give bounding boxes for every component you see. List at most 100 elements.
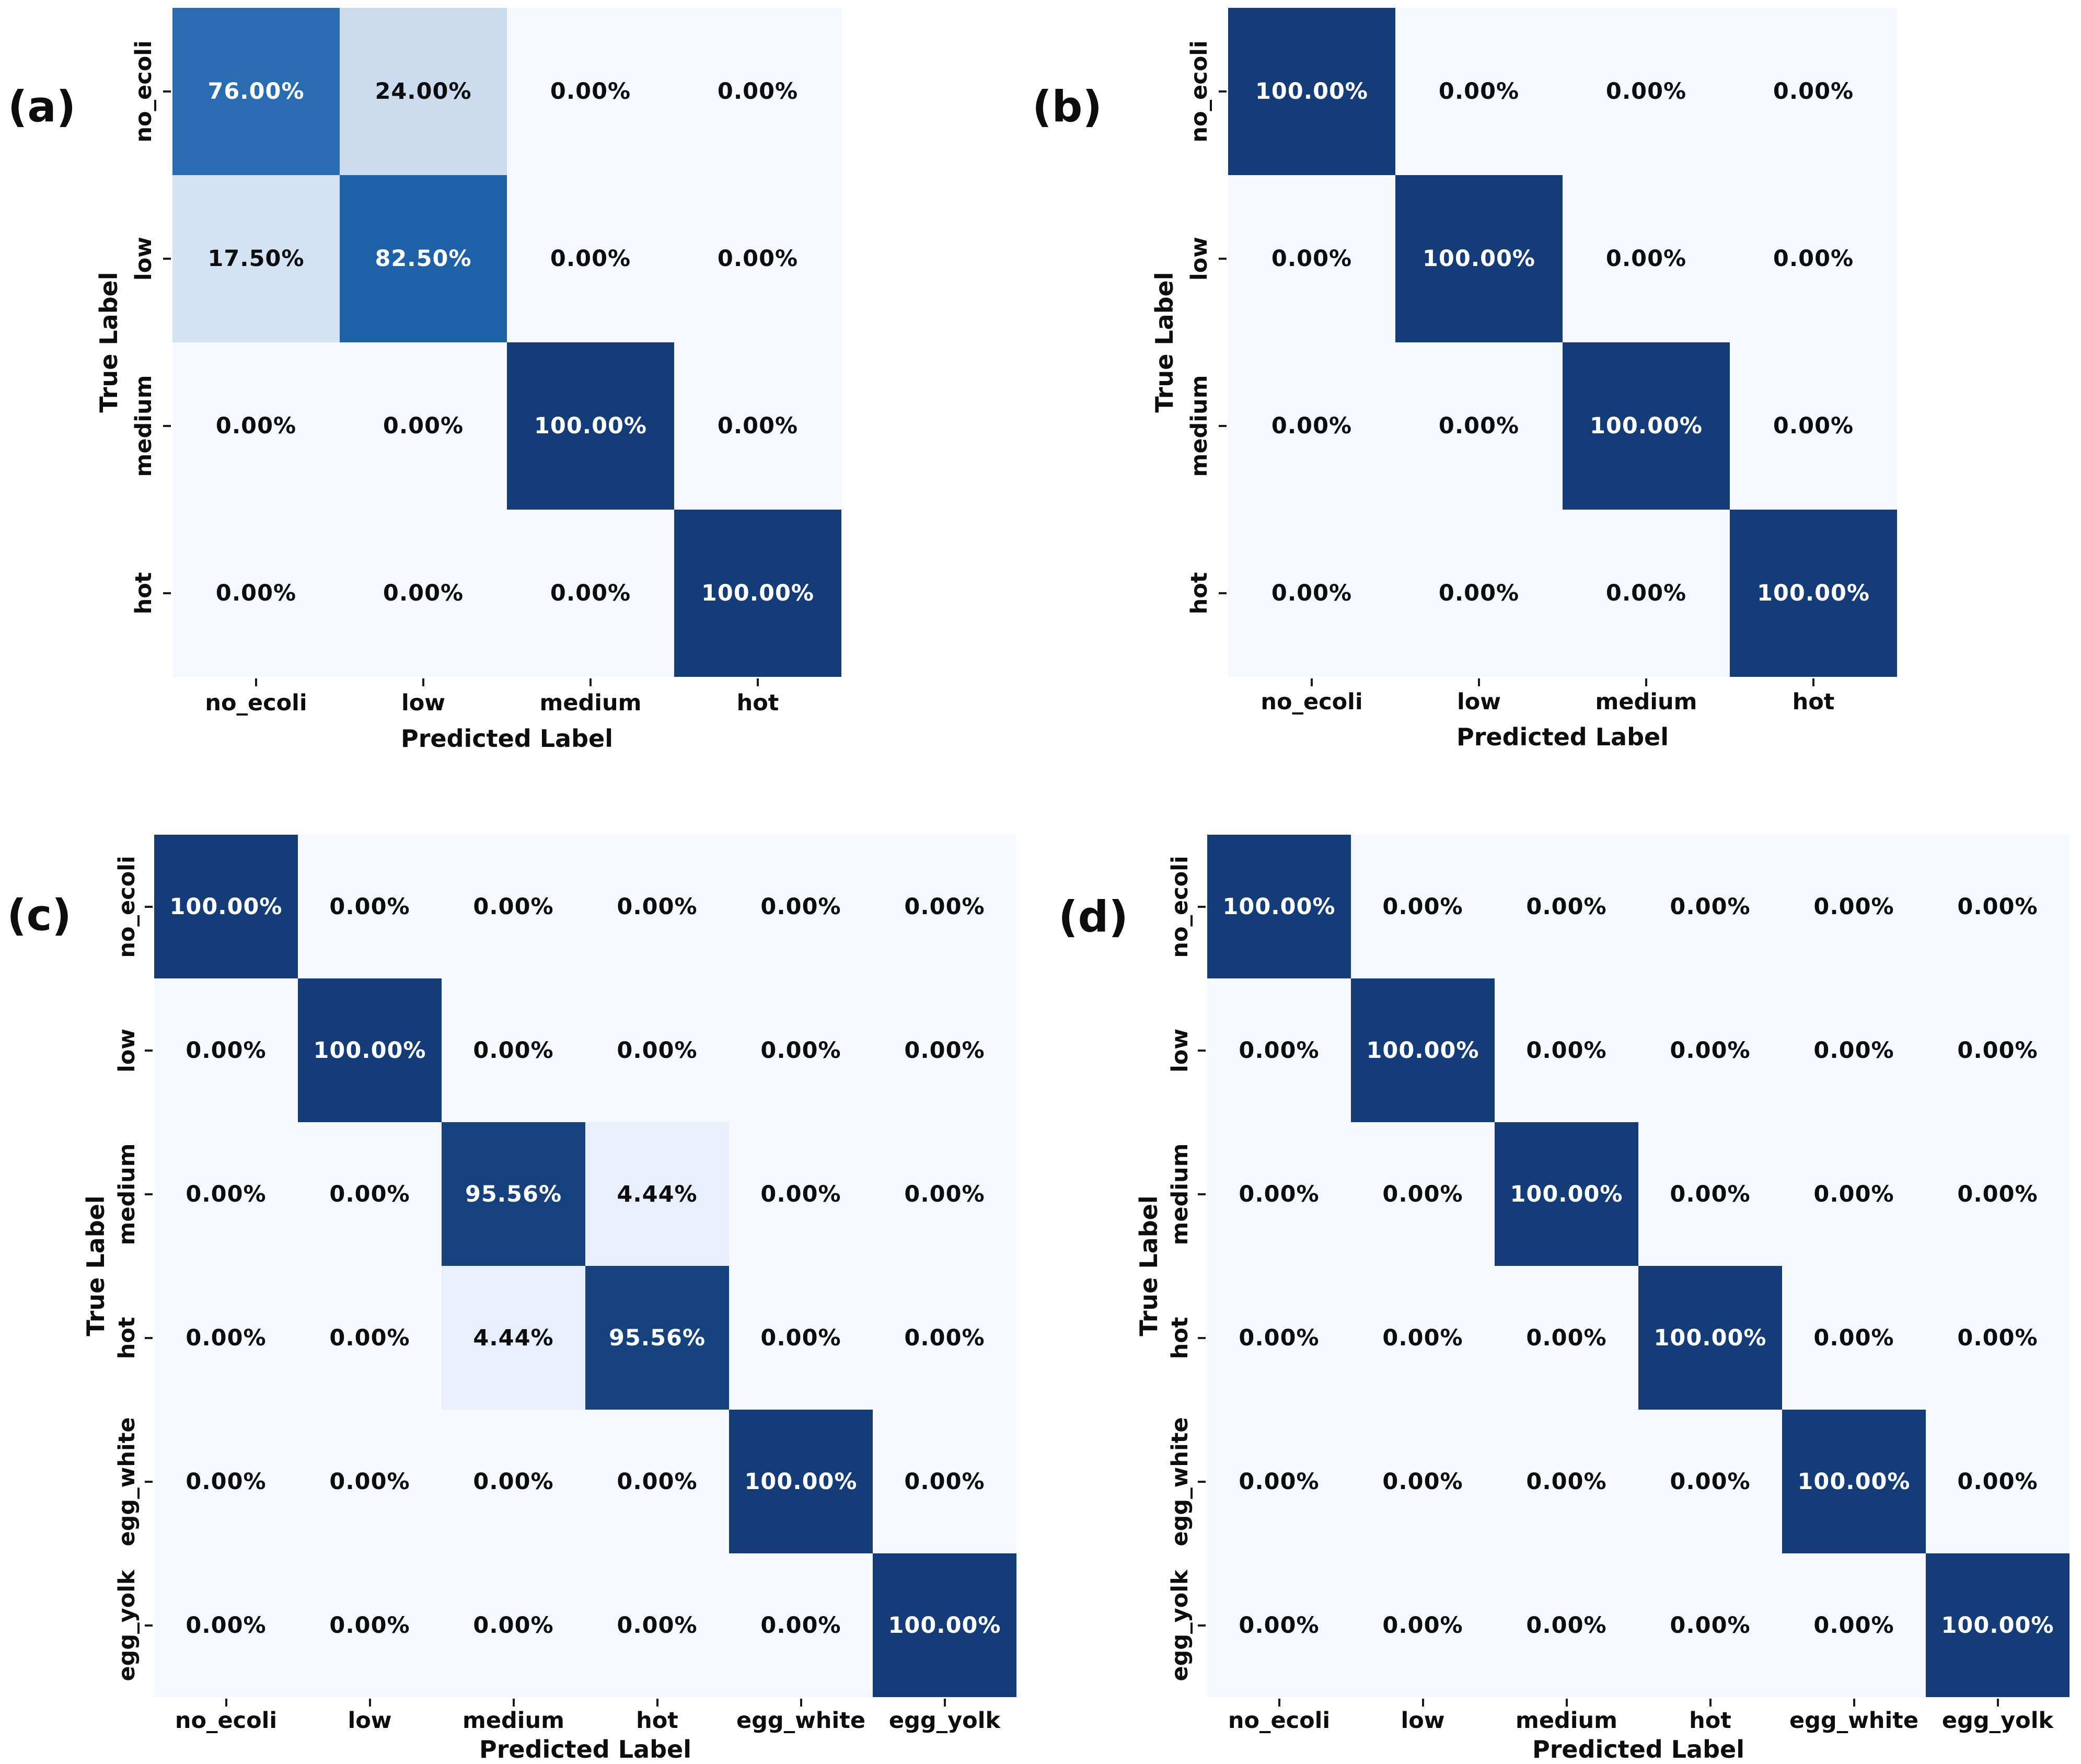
y-tick-d	[1198, 905, 1206, 908]
panel-letter-a: (a)	[7, 82, 76, 132]
matrix-cell-a-low-hot: 0.00%	[674, 175, 841, 342]
matrix-cell-c-no_ecoli-egg_yolk: 0.00%	[873, 835, 1016, 978]
matrix-cell-b-hot-medium: 0.00%	[1563, 510, 1730, 677]
matrix-cell-a-no_ecoli-no_ecoli: 76.00%	[172, 8, 340, 175]
matrix-cell-c-egg_white-low: 0.00%	[298, 1410, 442, 1553]
matrix-cell-c-low-no_ecoli: 0.00%	[154, 978, 298, 1122]
x-tick-c	[656, 1699, 658, 1707]
y-tick-c	[145, 1193, 153, 1195]
matrix-cell-a-medium-medium: 100.00%	[507, 342, 674, 510]
y-tick-label-b-no_ecoli: no_ecoli	[1186, 40, 1212, 143]
x-tick-label-c-hot: hot	[636, 1708, 678, 1734]
matrix-cell-c-medium-egg_white: 0.00%	[729, 1122, 873, 1266]
matrix-cell-c-no_ecoli-egg_white: 0.00%	[729, 835, 873, 978]
y-tick-d	[1198, 1624, 1206, 1627]
x-tick-label-a-medium: medium	[539, 690, 642, 716]
y-tick-label-a-medium: medium	[131, 375, 157, 477]
y-tick-label-b-hot: hot	[1186, 572, 1212, 615]
y-tick-d	[1198, 1480, 1206, 1483]
y-tick-b	[1219, 90, 1227, 93]
x-tick-label-a-no_ecoli: no_ecoli	[205, 690, 307, 716]
x-tick-a	[422, 678, 424, 686]
matrix-cell-d-hot-egg_white: 0.00%	[1782, 1266, 1926, 1410]
y-tick-label-b-medium: medium	[1186, 375, 1212, 477]
matrix-cell-d-hot-hot: 100.00%	[1638, 1266, 1782, 1410]
matrix-cell-d-hot-low: 0.00%	[1351, 1266, 1495, 1410]
matrix-cell-c-egg_yolk-low: 0.00%	[298, 1553, 442, 1697]
matrix-cell-d-egg_white-low: 0.00%	[1351, 1410, 1495, 1553]
x-tick-c	[512, 1699, 515, 1707]
matrix-cell-d-low-no_ecoli: 0.00%	[1207, 978, 1351, 1122]
matrix-cell-b-low-low: 100.00%	[1395, 175, 1563, 342]
x-tick-c	[943, 1699, 946, 1707]
x-tick-label-d-hot: hot	[1689, 1708, 1731, 1734]
matrix-cell-d-hot-no_ecoli: 0.00%	[1207, 1266, 1351, 1410]
matrix-cell-c-egg_yolk-medium: 0.00%	[442, 1553, 585, 1697]
panel-letter-c: (c)	[7, 891, 72, 941]
matrix-cell-d-medium-egg_white: 0.00%	[1782, 1122, 1926, 1266]
x-tick-a	[255, 678, 257, 686]
matrix-cell-c-egg_white-egg_yolk: 0.00%	[873, 1410, 1016, 1553]
matrix-cell-d-no_ecoli-no_ecoli: 100.00%	[1207, 835, 1351, 978]
y-tick-c	[145, 905, 153, 908]
matrix-cell-c-hot-egg_white: 0.00%	[729, 1266, 873, 1410]
matrix-cell-d-egg_yolk-low: 0.00%	[1351, 1553, 1495, 1697]
y-tick-b	[1219, 258, 1227, 260]
matrix-cell-d-egg_yolk-egg_yolk: 100.00%	[1926, 1553, 2070, 1697]
matrix-cell-b-no_ecoli-hot: 0.00%	[1730, 8, 1897, 175]
y-tick-d	[1198, 1193, 1206, 1195]
matrix-cell-c-low-hot: 0.00%	[585, 978, 729, 1122]
matrix-cell-a-no_ecoli-medium: 0.00%	[507, 8, 674, 175]
y-tick-b	[1219, 425, 1227, 427]
matrix-cell-b-no_ecoli-medium: 0.00%	[1563, 8, 1730, 175]
y-tick-b	[1219, 592, 1227, 594]
matrix-cell-c-hot-low: 0.00%	[298, 1266, 442, 1410]
matrix-cell-c-no_ecoli-low: 0.00%	[298, 835, 442, 978]
y-axis-title-c: True Label	[82, 1195, 110, 1336]
matrix-cell-b-hot-hot: 100.00%	[1730, 510, 1897, 677]
x-axis-title-b: Predicted Label	[1456, 723, 1669, 751]
matrix-cell-d-egg_white-no_ecoli: 0.00%	[1207, 1410, 1351, 1553]
x-tick-d	[1421, 1699, 1424, 1707]
matrix-cell-d-no_ecoli-egg_yolk: 0.00%	[1926, 835, 2070, 978]
x-tick-b	[1812, 678, 1814, 686]
y-tick-label-d-egg_yolk: egg_yolk	[1167, 1569, 1193, 1681]
y-tick-c	[145, 1480, 153, 1483]
y-tick-label-d-egg_white: egg_white	[1167, 1416, 1193, 1547]
x-tick-label-c-low: low	[348, 1708, 392, 1734]
matrix-cell-b-no_ecoli-low: 0.00%	[1395, 8, 1563, 175]
matrix-cell-c-medium-low: 0.00%	[298, 1122, 442, 1266]
matrix-cell-b-low-no_ecoli: 0.00%	[1228, 175, 1395, 342]
x-axis-title-c: Predicted Label	[479, 1735, 691, 1763]
matrix-cell-d-egg_yolk-egg_white: 0.00%	[1782, 1553, 1926, 1697]
y-tick-label-c-low: low	[114, 1028, 140, 1073]
x-tick-label-b-hot: hot	[1792, 689, 1835, 715]
matrix-cell-c-no_ecoli-no_ecoli: 100.00%	[154, 835, 298, 978]
matrix-cell-d-no_ecoli-low: 0.00%	[1351, 835, 1495, 978]
y-axis-title-d: True Label	[1135, 1195, 1163, 1336]
x-tick-label-a-hot: hot	[736, 690, 779, 716]
y-tick-a	[163, 90, 171, 93]
x-tick-label-a-low: low	[401, 690, 446, 716]
y-tick-label-c-egg_white: egg_white	[114, 1416, 140, 1547]
y-tick-label-d-medium: medium	[1167, 1143, 1193, 1245]
matrix-cell-d-egg_white-egg_yolk: 0.00%	[1926, 1410, 2070, 1553]
matrix-cell-d-egg_white-medium: 0.00%	[1495, 1410, 1638, 1553]
x-axis-title-a: Predicted Label	[401, 724, 613, 753]
matrix-cell-d-medium-no_ecoli: 0.00%	[1207, 1122, 1351, 1266]
x-axis-title-d: Predicted Label	[1532, 1735, 1744, 1763]
heatmap-d: 100.00% 0.00% 0.00% 0.00% 0.00% 0.00% 0.00% 100…	[1207, 835, 2070, 1697]
y-tick-label-c-hot: hot	[114, 1317, 140, 1359]
y-tick-label-a-low: low	[131, 236, 157, 281]
x-tick-label-d-medium: medium	[1516, 1708, 1617, 1734]
matrix-cell-c-egg_white-no_ecoli: 0.00%	[154, 1410, 298, 1553]
matrix-cell-a-hot-hot: 100.00%	[674, 510, 841, 677]
matrix-cell-c-egg_white-medium: 0.00%	[442, 1410, 585, 1553]
matrix-cell-a-low-no_ecoli: 17.50%	[172, 175, 340, 342]
matrix-cell-a-hot-low: 0.00%	[340, 510, 507, 677]
matrix-cell-d-egg_yolk-hot: 0.00%	[1638, 1553, 1782, 1697]
matrix-cell-a-low-medium: 0.00%	[507, 175, 674, 342]
y-tick-a	[163, 258, 171, 260]
x-tick-c	[368, 1699, 371, 1707]
matrix-cell-c-low-egg_white: 0.00%	[729, 978, 873, 1122]
